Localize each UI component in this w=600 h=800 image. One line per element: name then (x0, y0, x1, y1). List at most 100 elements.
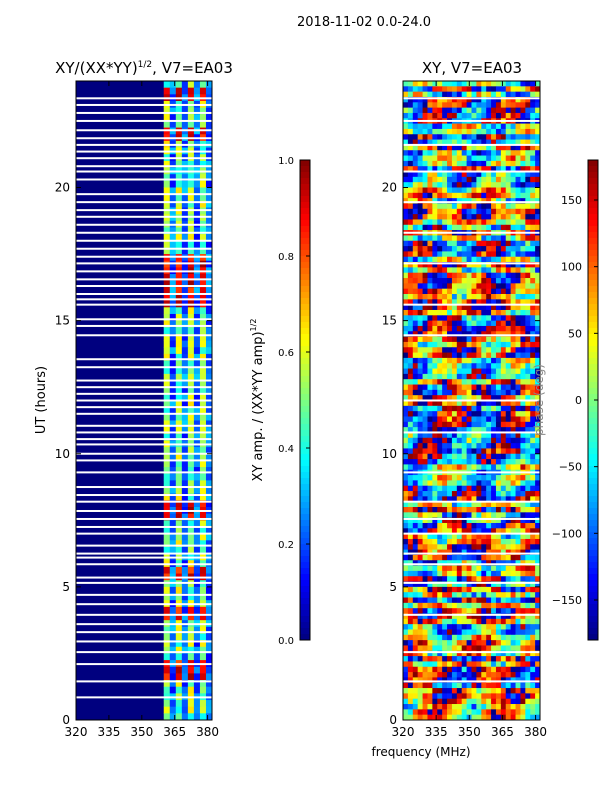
phase-cell (427, 597, 433, 604)
phase-cell (530, 214, 536, 220)
phase-cell (447, 357, 453, 364)
phase-cell (422, 704, 428, 710)
colorbar-segment (300, 214, 310, 221)
amplitude-cell (187, 700, 195, 708)
phase-cell (442, 112, 448, 119)
colorbar-segment (300, 382, 310, 389)
phase-cell (451, 512, 458, 519)
phase-cell (525, 304, 531, 311)
phase-cell (486, 251, 492, 258)
phase-cell (491, 672, 497, 678)
phase-cell (495, 150, 502, 156)
phase-cell (407, 624, 414, 630)
phase-cell (447, 682, 453, 689)
phase-cell (461, 453, 467, 460)
phase-cell (530, 427, 536, 433)
phase-cell (432, 166, 438, 172)
phase-cell (486, 166, 492, 172)
phase-cell (451, 453, 458, 460)
colorbar-segment (300, 388, 310, 395)
amplitude-cell (193, 686, 201, 694)
phase-cell (520, 405, 526, 412)
phase-cell (447, 592, 453, 598)
amplitude-cell (175, 613, 183, 621)
amplitude-cell (169, 713, 177, 721)
phase-cell (471, 443, 477, 449)
phase-cell (481, 698, 487, 705)
phase-cell (520, 219, 526, 226)
amplitude-cell (169, 87, 177, 95)
phase-cell (403, 448, 409, 455)
phase-cell (427, 592, 433, 598)
phase-cell (447, 677, 453, 684)
phase-cell (403, 278, 409, 284)
phase-cell (495, 650, 502, 657)
phase-cell (456, 624, 463, 630)
phase-cell (481, 640, 487, 646)
phase-cell (535, 709, 541, 716)
phase-cell (432, 256, 438, 263)
phase-cell (535, 650, 541, 657)
amplitude-cell (181, 294, 189, 302)
phase-cell (451, 570, 458, 577)
phase-cell (432, 395, 438, 401)
phase-cell (491, 139, 497, 146)
phase-cell (535, 688, 541, 694)
phase-cell (407, 581, 414, 588)
phase-cell (505, 533, 512, 540)
colorbar-segment (300, 340, 310, 347)
phase-cell (510, 320, 516, 327)
phase-cell (407, 235, 414, 242)
phase-cell (412, 464, 419, 471)
phase-cell (407, 602, 414, 609)
phase-cell (407, 91, 414, 98)
amplitude-cell (175, 367, 183, 375)
phase-cell (456, 554, 463, 561)
phase-cell (525, 576, 531, 582)
phase-cell (535, 613, 541, 620)
phase-cell (486, 107, 492, 114)
phase-cell (510, 560, 516, 566)
phase-cell (500, 171, 507, 178)
amplitude-cell (193, 320, 201, 328)
phase-cell (510, 176, 516, 183)
phase-cell (417, 86, 423, 93)
phase-cell (456, 491, 463, 497)
phase-cell (432, 709, 438, 716)
phase-cell (495, 288, 502, 295)
amplitude-cell (169, 633, 177, 641)
phase-cell (505, 347, 512, 353)
phase-cell (495, 166, 502, 172)
phase-cell (481, 480, 487, 487)
phase-cell (481, 86, 487, 93)
phase-cell (437, 645, 443, 652)
phase-cell (525, 395, 531, 401)
phase-cell (403, 613, 409, 620)
phase-cell (461, 155, 467, 162)
phase-cell (412, 666, 419, 673)
phase-cell (456, 411, 463, 417)
phase-cell (495, 341, 502, 348)
phase-cell (515, 592, 521, 598)
phase-cell (530, 203, 536, 210)
phase-cell (500, 629, 507, 636)
phase-cell (471, 682, 477, 689)
phase-cell (535, 459, 541, 465)
phase-cell (437, 368, 443, 375)
phase-cell (447, 389, 453, 396)
phase-cell (427, 320, 433, 327)
phase-cell (417, 586, 423, 593)
phase-cell (520, 538, 526, 545)
phase-cell (510, 81, 516, 87)
amplitude-cell (199, 367, 207, 375)
phase-cell (466, 618, 472, 625)
phase-cell (530, 91, 536, 98)
phase-cell (481, 208, 487, 215)
phase-cell (520, 81, 526, 87)
phase-cell (500, 507, 507, 513)
amplitude-cell (175, 320, 183, 328)
phase-cell (520, 698, 526, 705)
colorbar-segment (588, 448, 598, 455)
phase-cell (461, 613, 467, 620)
phase-cell (510, 368, 516, 375)
